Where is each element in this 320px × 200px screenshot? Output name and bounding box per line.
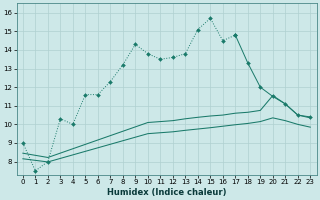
X-axis label: Humidex (Indice chaleur): Humidex (Indice chaleur) bbox=[107, 188, 226, 197]
